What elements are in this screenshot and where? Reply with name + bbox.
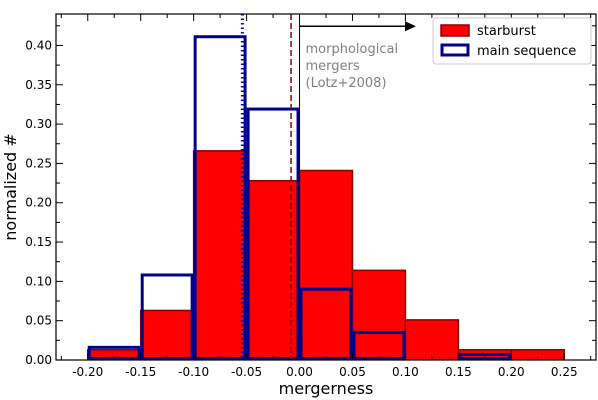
x-tick-label: -0.20 xyxy=(72,365,103,379)
y-tick-label: 0.05 xyxy=(25,314,52,328)
x-axis-label: mergerness xyxy=(279,379,374,398)
x-tick-label: -0.15 xyxy=(125,365,156,379)
annotation-text-line: mergers xyxy=(306,59,360,74)
x-tick-label: 0.15 xyxy=(445,365,472,379)
y-tick-label: 0.20 xyxy=(25,196,52,210)
y-tick-label: 0.00 xyxy=(25,353,52,367)
y-tick-label: 0.35 xyxy=(25,78,52,92)
x-tick-label: 0.25 xyxy=(551,365,578,379)
annotation-text-line: (Lotz+2008) xyxy=(306,76,387,91)
annotation-text-line: morphological xyxy=(306,42,399,57)
x-tick-label: -0.10 xyxy=(178,365,209,379)
y-tick-label: 0.30 xyxy=(25,117,52,131)
y-tick-label: 0.10 xyxy=(25,274,52,288)
x-tick-label: 0.20 xyxy=(498,365,525,379)
legend-box xyxy=(432,17,592,65)
starburst-bar xyxy=(351,269,407,360)
starburst-bar xyxy=(404,319,460,360)
x-tick-label: -0.05 xyxy=(231,365,262,379)
starburst-bar xyxy=(139,309,195,360)
x-tick-label: 0.05 xyxy=(339,365,366,379)
y-tick-label: 0.25 xyxy=(25,156,52,170)
legend-swatch-starburst xyxy=(440,24,470,37)
legend-label-starburst: starburst xyxy=(477,24,536,39)
x-tick-label: 0.00 xyxy=(286,365,313,379)
annotation-arrow-head xyxy=(405,21,416,32)
y-tick-label: 0.40 xyxy=(25,38,52,52)
starburst-bar xyxy=(298,169,354,360)
legend-swatch-main-sequence xyxy=(440,43,470,57)
legend-label-main-sequence: main sequence xyxy=(477,44,576,59)
x-tick-label: 0.10 xyxy=(392,365,419,379)
y-tick-label: 0.15 xyxy=(25,235,52,249)
starburst-bar xyxy=(192,150,248,360)
y-axis-label: normalized # xyxy=(1,133,20,240)
